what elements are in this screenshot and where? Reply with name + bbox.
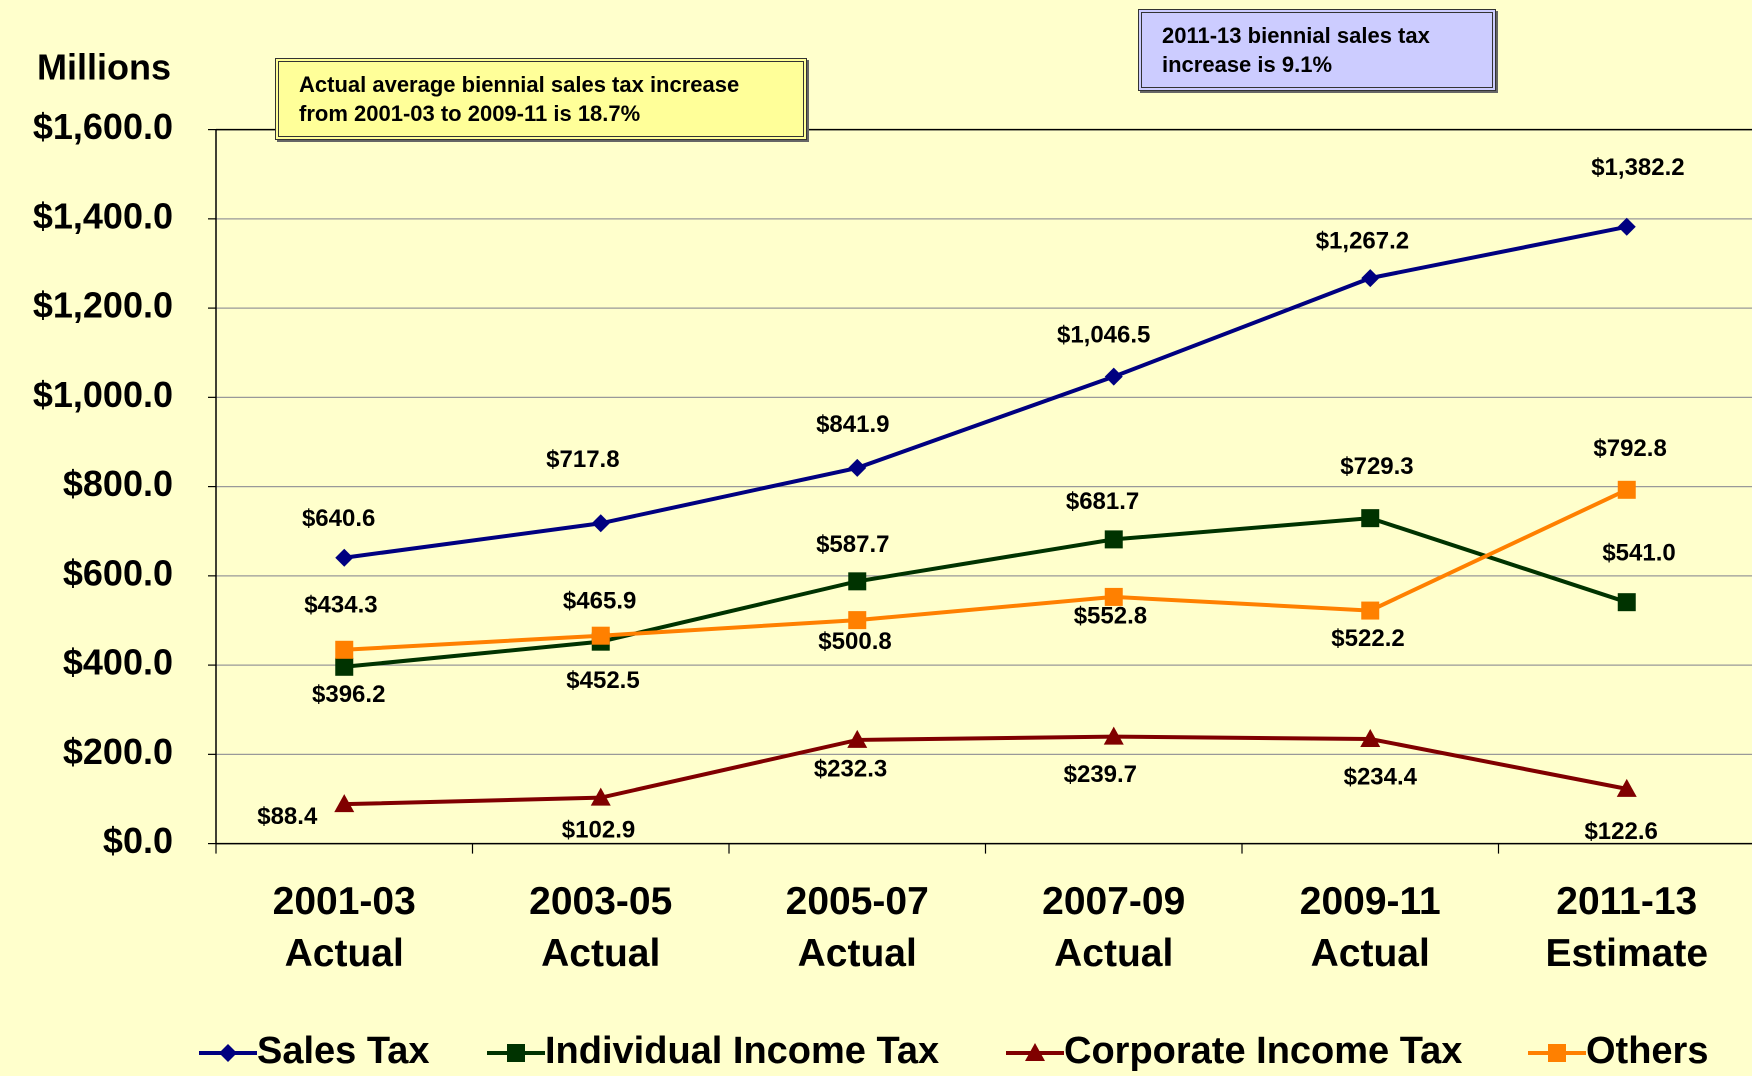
marker bbox=[335, 657, 354, 676]
x-tick-label: 2011-13 Estimate bbox=[1545, 880, 1709, 975]
data-label: $1,382.2 bbox=[1591, 154, 1684, 181]
legend-label: Individual Income Tax bbox=[545, 1030, 939, 1072]
marker bbox=[847, 729, 868, 748]
x-tick-label: 2009-11 Actual bbox=[1299, 880, 1441, 975]
x-tick-label: 2003-05 Actual bbox=[529, 880, 673, 975]
data-label: $729.3 bbox=[1340, 453, 1413, 480]
marker bbox=[1361, 509, 1380, 528]
data-label: $239.7 bbox=[1064, 761, 1137, 788]
marker bbox=[1548, 1044, 1566, 1062]
data-label: $587.7 bbox=[816, 531, 889, 558]
y-tick-label: $1,200.0 bbox=[33, 285, 173, 326]
marker bbox=[590, 787, 611, 806]
data-label: $234.4 bbox=[1344, 763, 1418, 790]
data-label: $396.2 bbox=[312, 681, 385, 708]
data-label: $681.7 bbox=[1066, 488, 1139, 515]
y-tick-label: $0.0 bbox=[103, 820, 173, 861]
legend-label: Others bbox=[1586, 1030, 1708, 1072]
data-label: $1,267.2 bbox=[1316, 228, 1409, 255]
data-label: $717.8 bbox=[546, 446, 619, 473]
data-label: $552.8 bbox=[1074, 602, 1147, 629]
series-line bbox=[343, 224, 1628, 560]
marker bbox=[507, 1044, 525, 1062]
y-tick-label: $600.0 bbox=[63, 552, 173, 593]
data-label: $452.5 bbox=[566, 667, 639, 694]
marker bbox=[1104, 587, 1123, 606]
x-tick-label: 2007-09 Actual bbox=[1042, 880, 1186, 975]
marker bbox=[1361, 601, 1380, 620]
series-line bbox=[344, 488, 1628, 652]
legend-item: Sales Tax bbox=[199, 1030, 430, 1072]
marker bbox=[335, 640, 354, 659]
marker bbox=[1104, 530, 1123, 549]
marker bbox=[848, 572, 867, 591]
marker bbox=[591, 626, 610, 645]
annotation: 2011-13 biennial sales tax increase is 9… bbox=[1138, 9, 1496, 91]
data-label: $434.3 bbox=[304, 592, 377, 619]
y-tick-label: $400.0 bbox=[63, 642, 173, 683]
data-label: $232.3 bbox=[814, 755, 887, 782]
data-label: $522.2 bbox=[1331, 625, 1404, 652]
y-tick-label: $1,600.0 bbox=[33, 106, 173, 147]
marker bbox=[335, 548, 354, 567]
marker bbox=[334, 794, 355, 813]
data-label: $1,046.5 bbox=[1057, 322, 1150, 349]
data-label: $500.8 bbox=[818, 628, 891, 655]
x-tick-label: 2001-03 Actual bbox=[272, 880, 416, 975]
y-tick-label: $1,000.0 bbox=[33, 374, 173, 415]
marker bbox=[219, 1044, 237, 1062]
data-label: $102.9 bbox=[562, 817, 635, 844]
data-label: $841.9 bbox=[816, 411, 889, 438]
marker bbox=[1103, 726, 1124, 745]
marker bbox=[1104, 367, 1123, 386]
x-tick-label: 2005-07 Actual bbox=[785, 880, 929, 975]
marker bbox=[848, 458, 867, 477]
legend-item: Others bbox=[1528, 1030, 1708, 1072]
data-label: $541.0 bbox=[1602, 539, 1675, 566]
data-label: $122.6 bbox=[1584, 818, 1657, 845]
series-line bbox=[344, 516, 1628, 669]
marker bbox=[1361, 269, 1380, 288]
data-label: $88.4 bbox=[257, 803, 318, 830]
y-tick-label: $200.0 bbox=[63, 731, 173, 772]
legend-label: Corporate Income Tax bbox=[1064, 1030, 1462, 1072]
y-axis-label: Millions bbox=[37, 47, 171, 88]
marker bbox=[1617, 593, 1636, 612]
legend-item: Corporate Income Tax bbox=[1006, 1030, 1462, 1072]
data-label: $792.8 bbox=[1593, 435, 1666, 462]
marker bbox=[591, 514, 610, 533]
marker bbox=[1360, 728, 1381, 747]
marker bbox=[1025, 1043, 1045, 1061]
data-label: $465.9 bbox=[563, 588, 636, 615]
y-tick-label: $800.0 bbox=[63, 463, 173, 504]
y-tick-label: $1,400.0 bbox=[33, 195, 173, 236]
legend-item: Individual Income Tax bbox=[487, 1030, 939, 1072]
marker bbox=[1617, 480, 1636, 499]
annotation: Actual average biennial sales tax increa… bbox=[275, 58, 807, 140]
marker bbox=[1617, 217, 1636, 236]
marker bbox=[848, 611, 867, 630]
marker bbox=[1616, 778, 1637, 797]
legend-label: Sales Tax bbox=[257, 1030, 430, 1072]
series-line bbox=[344, 734, 1628, 807]
data-label: $640.6 bbox=[302, 505, 375, 532]
